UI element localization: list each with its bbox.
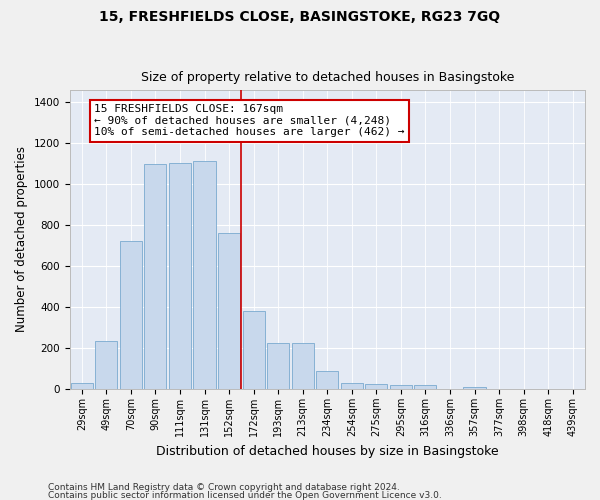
Bar [341, 383, 363, 389]
Bar [292, 343, 314, 389]
Bar [169, 162, 191, 389]
Bar [120, 242, 142, 389]
Text: 15 FRESHFIELDS CLOSE: 167sqm
← 90% of detached houses are smaller (4,248)
10% of: 15 FRESHFIELDS CLOSE: 167sqm ← 90% of de… [94, 104, 404, 138]
Text: Contains HM Land Registry data © Crown copyright and database right 2024.: Contains HM Land Registry data © Crown c… [48, 484, 400, 492]
Bar [463, 387, 485, 389]
Text: 15, FRESHFIELDS CLOSE, BASINGSTOKE, RG23 7GQ: 15, FRESHFIELDS CLOSE, BASINGSTOKE, RG23… [100, 10, 500, 24]
Bar [365, 384, 388, 389]
Bar [267, 343, 289, 389]
X-axis label: Distribution of detached houses by size in Basingstoke: Distribution of detached houses by size … [156, 444, 499, 458]
Bar [95, 341, 118, 389]
Title: Size of property relative to detached houses in Basingstoke: Size of property relative to detached ho… [140, 72, 514, 85]
Bar [71, 383, 93, 389]
Bar [242, 311, 265, 389]
Y-axis label: Number of detached properties: Number of detached properties [15, 146, 28, 332]
Bar [145, 164, 166, 389]
Bar [390, 384, 412, 389]
Text: Contains public sector information licensed under the Open Government Licence v3: Contains public sector information licen… [48, 490, 442, 500]
Bar [218, 234, 240, 389]
Bar [193, 160, 215, 389]
Bar [415, 386, 436, 389]
Bar [316, 370, 338, 389]
